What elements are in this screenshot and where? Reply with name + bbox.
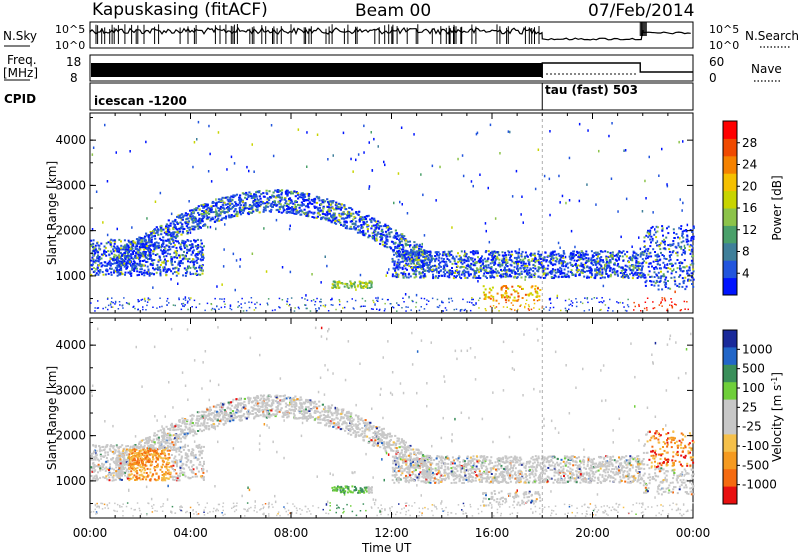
power-colorbar-swatch-1: [723, 260, 737, 278]
power-panel-frame: [90, 113, 693, 313]
velocity-colorbar-label-6: -500: [742, 458, 769, 472]
velocity-colorbar-swatch-6: [723, 434, 737, 452]
velocity-colorbar-label-4: -25: [742, 420, 762, 434]
velocity-colorbar-swatch-7: [723, 452, 737, 470]
power-colorbar-label-0: 4: [742, 266, 750, 280]
nsearch-tick-bottom: 10^0: [709, 39, 739, 52]
velocity-ytick-label-1: 2000: [55, 429, 86, 443]
velocity-colorbar-swatch-8: [723, 469, 737, 487]
velocity-colorbar-label-1: 500: [742, 362, 765, 376]
freq-label-1: Freq.: [7, 53, 37, 67]
velocity-colorbar-label-5: -100: [742, 439, 769, 453]
nsearch-tick-top: 10^5: [709, 23, 739, 36]
nsky-tick-bottom: 10^0: [55, 39, 85, 52]
power-colorbar-label-1: 8: [742, 245, 750, 259]
power-colorbar-label-3: 16: [742, 201, 757, 215]
power-ytick-label-1: 2000: [55, 224, 86, 238]
velocity-ylabel: Slant Range [km]: [45, 366, 59, 470]
freq-strip: [90, 55, 693, 81]
velocity-colorbar-label-7: -1000: [742, 478, 777, 492]
power-colorbar-swatch-5: [723, 191, 737, 209]
power-colorbar-label-4: 20: [742, 179, 757, 193]
panels: 1000 2000 3000 4000 Slant Range [km] 4 8 12 16 20…: [45, 113, 784, 518]
cpid-entry-1: tau (fast) 503: [545, 83, 638, 97]
power-colorbar-swatch-6: [723, 173, 737, 191]
nsky-label: N.Sky: [3, 29, 37, 43]
nave-tick-top: 60: [709, 55, 724, 69]
nave-label: Nave: [751, 62, 782, 76]
time-axis: 00:00 04:00 08:00 12:00 16:00 20:00 00:00: [73, 526, 711, 540]
freq-label-2: [MHz]: [3, 66, 38, 80]
power-colorbar-label-6: 28: [742, 136, 757, 150]
velocity-colorbar-swatch-3: [723, 382, 737, 400]
power-ytick-label-0: 1000: [55, 269, 86, 283]
xtick-label-2: 08:00: [274, 526, 309, 540]
power-colorbar-swatch-0: [723, 278, 737, 296]
velocity-panel-frame: [90, 318, 693, 518]
velocity-ytick-label-0: 1000: [55, 474, 86, 488]
nsky-tick-top: 10^5: [55, 23, 85, 36]
xtick-label-0: 00:00: [73, 526, 108, 540]
velocity-colorbar-swatch-5: [723, 417, 737, 435]
power-colorbar-swatch-3: [723, 225, 737, 243]
xtick-label-5: 20:00: [575, 526, 610, 540]
xlabel: Time UT: [361, 541, 412, 554]
velocity-ytick-label-2: 3000: [55, 383, 86, 397]
nave-tick-bottom: 0: [709, 71, 717, 85]
velocity-colorbar-swatch-1: [723, 347, 737, 365]
velocity-ytick-label-3: 4000: [55, 338, 86, 352]
power-colorbar-swatch-9: [723, 121, 737, 139]
xtick-label-4: 16:00: [475, 526, 510, 540]
xtick-label-3: 12:00: [374, 526, 409, 540]
power-colorbar-swatch-8: [723, 138, 737, 156]
power-colorbar-label-2: 12: [742, 223, 757, 237]
beam-title: Beam 00: [355, 1, 431, 21]
velocity-colorbar-label-2: 100: [742, 381, 765, 395]
freq-tick-bottom: 8: [70, 71, 78, 85]
cpid-label: CPID: [4, 92, 36, 106]
power-ylabel: Slant Range [km]: [45, 161, 59, 265]
cpid-entry-0: icescan -1200: [94, 94, 187, 108]
velocity-colorbar-label-3: 25: [742, 400, 757, 414]
velocity-colorbar-swatch-2: [723, 365, 737, 383]
velocity-colorbar-swatch-0: [723, 330, 737, 348]
power-colorbar-label-5: 24: [742, 158, 757, 172]
power-colorbar-title: Power [dB]: [770, 175, 784, 240]
power-ytick-label-2: 3000: [55, 178, 86, 192]
station-title: Kapuskasing (fitACF): [92, 0, 268, 20]
velocity-colorbar-swatch-9: [723, 487, 737, 505]
velocity-colorbar-label-0: 1000: [742, 342, 773, 356]
xtick-label-1: 04:00: [173, 526, 208, 540]
velocity-colorbar-title: Velocity [m s-1]: [770, 372, 785, 462]
freq-tick-top: 18: [66, 55, 81, 69]
power-colorbar-swatch-7: [723, 156, 737, 174]
power-colorbar-swatch-4: [723, 208, 737, 226]
power-ytick-label-3: 4000: [55, 133, 86, 147]
power-colorbar-swatch-2: [723, 243, 737, 261]
nsky-strip: [90, 22, 693, 48]
date-title: 07/Feb/2014: [588, 1, 694, 21]
velocity-colorbar-swatch-4: [723, 400, 737, 418]
nsearch-label: N.Search: [745, 29, 799, 43]
xtick-label-6: 00:00: [676, 526, 711, 540]
